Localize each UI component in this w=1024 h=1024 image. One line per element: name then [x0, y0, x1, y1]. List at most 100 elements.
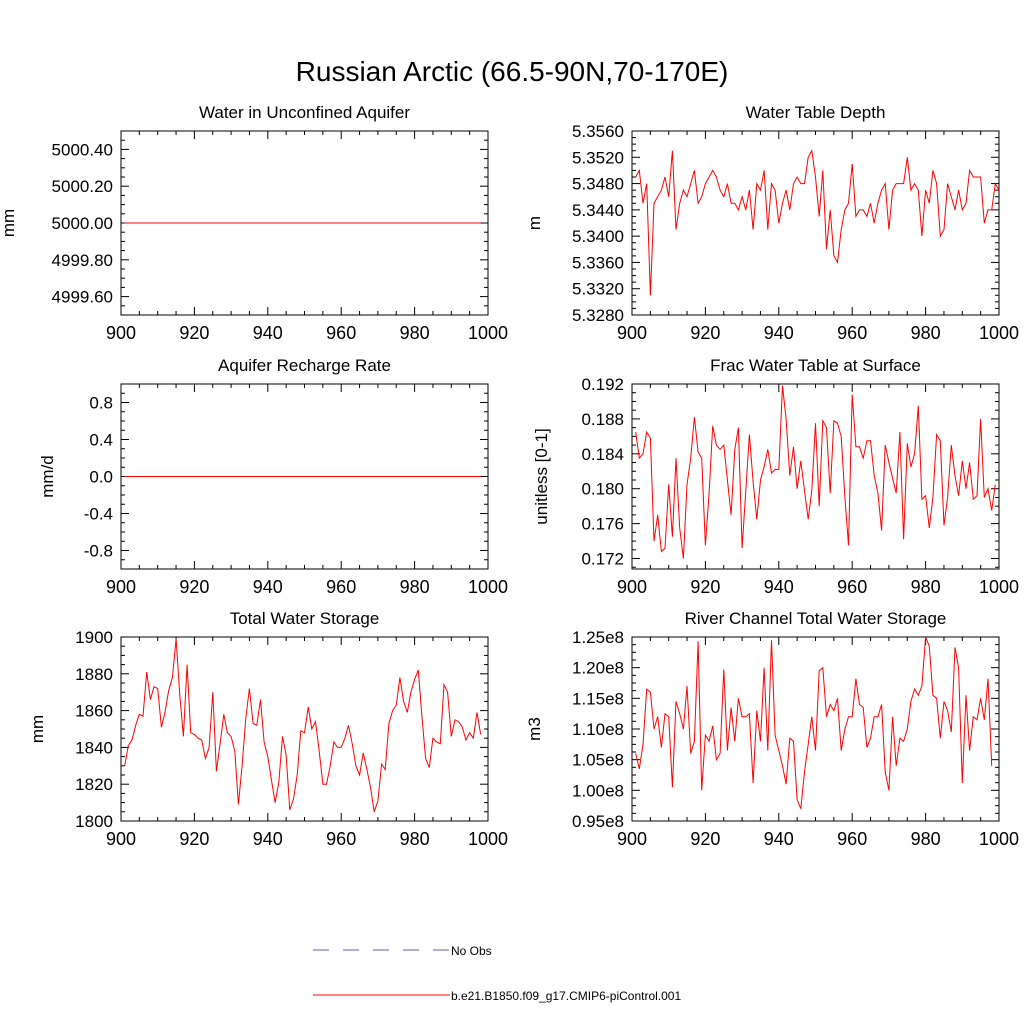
x-tick-label: 920 [690, 829, 720, 849]
y-axis-label: m [525, 216, 544, 230]
x-tick-label: 920 [690, 577, 720, 597]
y-tick-label: 1.10e8 [572, 720, 624, 739]
y-tick-label: 1.00e8 [572, 781, 624, 800]
series-line [124, 638, 482, 812]
y-tick-label: 1820 [75, 775, 113, 794]
plot-frame [120, 636, 489, 822]
y-tick-label: 1.05e8 [572, 751, 624, 770]
y-tick-label: 1880 [75, 665, 113, 684]
y-axis-label: unitless [0-1] [532, 428, 551, 524]
y-tick-label: 5.3280 [572, 306, 624, 325]
panel-title: Water in Unconfined Aquifer [199, 103, 410, 122]
plot-frame [631, 636, 1000, 822]
x-tick-label: 920 [690, 323, 720, 343]
y-tick-label: 0.4 [89, 431, 113, 450]
x-tick-label: 980 [400, 829, 430, 849]
y-tick-label: 1840 [75, 738, 113, 757]
x-tick-label: 980 [911, 829, 941, 849]
y-tick-label: 5.3520 [572, 148, 624, 167]
y-axis-label: mm [0, 209, 18, 237]
y-tick-label: -0.8 [84, 542, 113, 561]
series-line [635, 149, 1000, 296]
y-tick-label: 1.20e8 [572, 659, 624, 678]
y-tick-label: 0.192 [581, 375, 624, 394]
figure-title: Russian Arctic (66.5-90N,70-170E) [296, 56, 729, 87]
x-tick-label: 1000 [468, 577, 508, 597]
x-tick-label: 980 [400, 577, 430, 597]
y-tick-label: 0.188 [581, 410, 624, 429]
x-tick-label: 960 [326, 577, 356, 597]
y-tick-label: 5.3480 [572, 175, 624, 194]
panel-river-channel-storage: 900 920 940 960 980 1000 0.95e8 1.00e8 1.05e8 1.1… [525, 609, 1019, 849]
y-tick-label: 5.3320 [572, 280, 624, 299]
x-tick-label: 920 [179, 577, 209, 597]
plot-frame [631, 383, 1000, 570]
y-tick-label: 4999.80 [52, 251, 113, 270]
plot-frame [631, 130, 1000, 316]
x-tick-label: 1000 [979, 577, 1019, 597]
x-tick-label: 1000 [979, 323, 1019, 343]
x-tick-label: 940 [253, 829, 283, 849]
y-tick-label: 5000.00 [52, 214, 113, 233]
legend: No Obs b.e21.B1850.f09_g17.CMIP6-piContr… [313, 944, 681, 1003]
x-tick-label: 900 [106, 829, 136, 849]
panel-title: River Channel Total Water Storage [685, 609, 947, 628]
panel-total-water-storage: 900 920 940 960 980 1000 1800 1820 1840 1860 1880 1… [28, 609, 508, 849]
y-tick-label: 0.95e8 [572, 812, 624, 831]
x-tick-label: 1000 [468, 323, 508, 343]
series-line [635, 636, 993, 809]
panel-recharge-rate: 900 920 940 960 980 1000 -0.8 -0.4 0.0 0.4 0.8 Aqui… [38, 356, 508, 597]
y-tick-label: 5.3360 [572, 253, 624, 272]
y-tick-label: -0.4 [84, 505, 113, 524]
x-tick-label: 900 [617, 323, 647, 343]
y-tick-label: 0.172 [581, 550, 624, 569]
x-tick-label: 900 [617, 829, 647, 849]
y-tick-label: 0.0 [89, 468, 113, 487]
x-tick-label: 980 [400, 323, 430, 343]
y-tick-label: 0.176 [581, 515, 624, 534]
x-tick-label: 980 [911, 323, 941, 343]
x-tick-label: 960 [326, 323, 356, 343]
x-tick-label: 960 [837, 829, 867, 849]
x-tick-label: 1000 [979, 829, 1019, 849]
y-tick-label: 1800 [75, 812, 113, 831]
y-tick-label: 5.3440 [572, 201, 624, 220]
y-tick-label: 1860 [75, 702, 113, 721]
y-axis-label: mm/d [38, 455, 57, 498]
y-tick-label: 5000.40 [52, 140, 113, 159]
panel-water-table-depth: 900 920 940 960 980 1000 5.3280 5.3320 5.3360 5.3… [525, 103, 1019, 343]
x-tick-label: 920 [179, 323, 209, 343]
y-tick-label: 4999.60 [52, 288, 113, 307]
y-axis-label: m3 [525, 717, 544, 741]
x-tick-label: 920 [179, 829, 209, 849]
y-tick-label: 1.25e8 [572, 628, 624, 647]
x-tick-label: 960 [326, 829, 356, 849]
x-tick-label: 940 [764, 577, 794, 597]
legend-label-obs: No Obs [451, 944, 492, 958]
x-tick-label: 900 [617, 577, 647, 597]
y-tick-label: 5.3400 [572, 227, 624, 246]
y-tick-label: 5.3560 [572, 122, 624, 141]
panel-title: Frac Water Table at Surface [710, 356, 921, 375]
y-tick-label: 0.184 [581, 445, 624, 464]
x-tick-label: 940 [764, 323, 794, 343]
panel-aquifer-water: 900 920 940 960 980 1000 4999.60 4999.80 5000.00… [0, 103, 508, 343]
x-tick-label: 980 [911, 577, 941, 597]
y-axis-label: mm [28, 715, 47, 743]
x-tick-label: 900 [106, 577, 136, 597]
y-tick-label: 1900 [75, 628, 113, 647]
x-tick-label: 940 [764, 829, 794, 849]
legend-label-model: b.e21.B1850.f09_g17.CMIP6-piControl.001 [451, 989, 681, 1003]
x-tick-label: 960 [837, 323, 867, 343]
panel-frac-water-table: 900 920 940 960 980 1000 0.172 0.176 0.180 0.184 0… [532, 356, 1019, 597]
series-line [635, 385, 996, 559]
x-tick-label: 900 [106, 323, 136, 343]
y-tick-label: 1.15e8 [572, 689, 624, 708]
y-tick-label: 0.180 [581, 480, 624, 499]
x-tick-label: 1000 [468, 829, 508, 849]
x-tick-label: 960 [837, 577, 867, 597]
x-tick-label: 940 [253, 323, 283, 343]
panel-title: Total Water Storage [230, 609, 380, 628]
y-tick-label: 5000.20 [52, 177, 113, 196]
